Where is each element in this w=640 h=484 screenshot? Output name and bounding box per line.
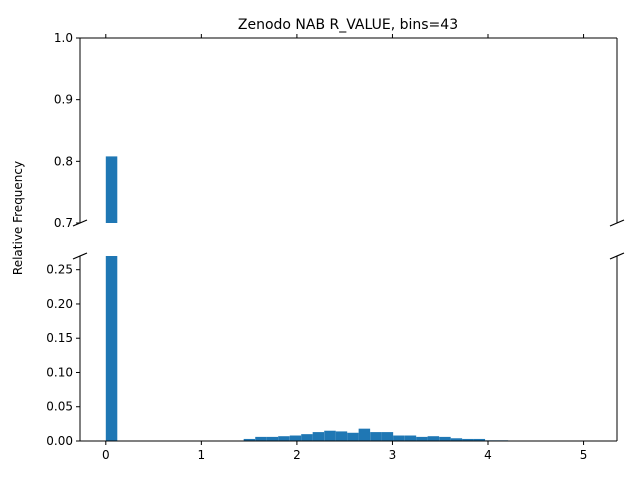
upper-y-tick-label: 0.8 bbox=[54, 154, 73, 168]
upper-y-tick-label: 0.9 bbox=[54, 93, 73, 107]
upper-y-tick-label: 0.7 bbox=[54, 216, 73, 230]
axis-break-mark bbox=[609, 219, 625, 227]
upper-y-tick-label: 1.0 bbox=[54, 31, 73, 45]
x-tick-label: 0 bbox=[102, 448, 110, 462]
histogram-bar bbox=[439, 436, 451, 441]
histogram-bar bbox=[416, 436, 428, 441]
x-tick-label: 1 bbox=[198, 448, 206, 462]
histogram-bar bbox=[450, 438, 463, 441]
histogram-bar bbox=[427, 436, 440, 441]
histogram-bar-upper bbox=[105, 156, 118, 223]
lower-y-tick-label: 0.00 bbox=[46, 434, 73, 448]
histogram-bar bbox=[266, 436, 279, 441]
histogram-bar bbox=[312, 432, 325, 441]
histogram-bar bbox=[358, 428, 371, 441]
x-tick-label: 5 bbox=[580, 448, 588, 462]
lower-y-tick-label: 0.25 bbox=[46, 263, 73, 277]
histogram-bar bbox=[370, 432, 382, 441]
histogram-bar bbox=[301, 434, 313, 441]
histogram-bar bbox=[324, 430, 336, 441]
y-axis-label: Relative Frequency bbox=[11, 161, 25, 275]
x-tick-label: 4 bbox=[484, 448, 492, 462]
x-tick-label: 2 bbox=[293, 448, 301, 462]
axis-break-mark bbox=[72, 219, 88, 227]
chart-title: Zenodo NAB R_VALUE, bins=43 bbox=[238, 17, 458, 33]
lower-y-tick-label: 0.20 bbox=[46, 297, 73, 311]
histogram-bar bbox=[278, 436, 290, 441]
histogram-bar bbox=[404, 435, 417, 441]
histogram-bar bbox=[243, 438, 256, 441]
axis-break-mark bbox=[609, 252, 625, 260]
lower-y-tick-label: 0.15 bbox=[46, 331, 73, 345]
histogram-bar bbox=[335, 431, 348, 441]
histogram-bar bbox=[381, 432, 394, 441]
lower-y-tick-label: 0.05 bbox=[46, 400, 73, 414]
axis-break-mark bbox=[72, 252, 88, 260]
histogram-bar bbox=[473, 438, 486, 441]
x-tick-label: 3 bbox=[389, 448, 397, 462]
upper-panel: 0.7 0.8 0.9 1.0 bbox=[54, 31, 618, 230]
histogram-bar bbox=[255, 436, 267, 441]
lower-y-tick-label: 0.10 bbox=[46, 365, 73, 379]
histogram-bar bbox=[347, 432, 359, 441]
histogram-bar bbox=[393, 435, 405, 441]
histogram-bar bbox=[289, 435, 302, 441]
lower-panel: 0.00 0.05 0.10 0.15 0.20 0.25 0 1 2 3 4 5 bbox=[46, 256, 618, 462]
histogram-bar bbox=[105, 256, 118, 441]
histogram-bar bbox=[462, 438, 474, 441]
